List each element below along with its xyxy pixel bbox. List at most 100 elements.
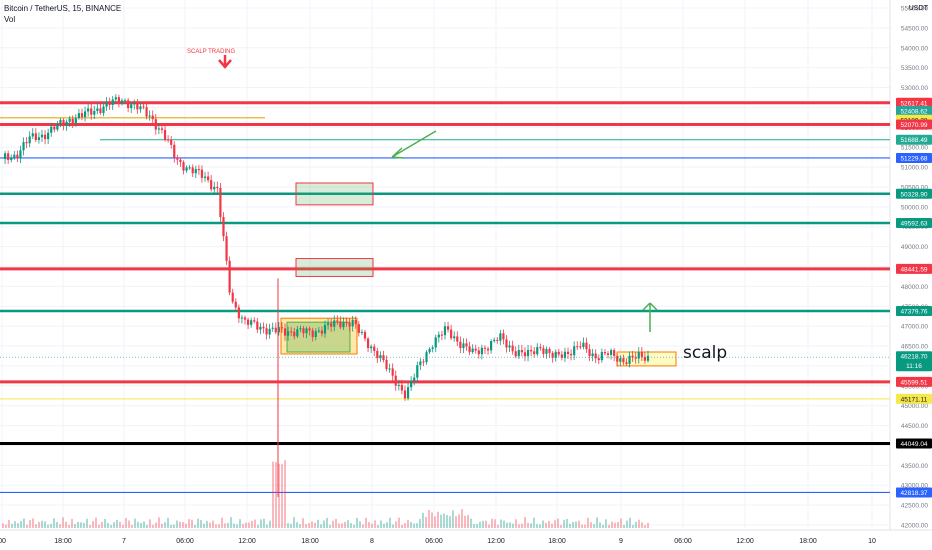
price-label: 42818.37 [900, 490, 927, 497]
volume-bar [413, 523, 415, 528]
candle-body [643, 356, 647, 361]
candle-body [600, 352, 603, 361]
candle-body [173, 144, 176, 158]
candle-body [96, 108, 99, 111]
green-arrow-down-left [391, 130, 437, 159]
volume-bar [287, 523, 289, 528]
candle-body [551, 352, 554, 358]
candle-body [339, 321, 342, 328]
candle-body [366, 338, 370, 349]
candle-body [302, 328, 305, 334]
candle-body [293, 331, 296, 337]
y-tick-label: 50000.00 [901, 204, 928, 211]
volume-bar [125, 517, 127, 528]
volume-bar [551, 523, 553, 528]
volume-bar [479, 521, 481, 528]
volume-bar [218, 524, 220, 528]
candle-body [256, 321, 259, 330]
volume-bar [437, 511, 439, 528]
y-tick-label: 47000.00 [901, 324, 928, 331]
price-label-bg [896, 106, 932, 117]
candle-body [468, 346, 471, 353]
candle-body [314, 331, 317, 338]
candle-body [619, 358, 622, 362]
candle-body [493, 339, 496, 342]
volume-bar [428, 510, 430, 528]
volume-bar [233, 523, 235, 528]
volume-bar [113, 522, 115, 528]
candle-body [265, 328, 268, 335]
candle-body [486, 348, 490, 351]
candle-body [222, 217, 225, 237]
volume-bar [440, 514, 442, 528]
candle-body [311, 330, 314, 338]
volume-bar [407, 520, 409, 528]
candle-body [634, 357, 637, 359]
volume-bar [38, 521, 40, 528]
volume-bar [446, 515, 448, 528]
volume-bar [158, 517, 160, 528]
x-tick-label: 10 [868, 538, 876, 545]
volume-bar [32, 518, 34, 528]
volume-bar [410, 522, 412, 528]
candle-body [246, 319, 250, 325]
volume-bar [332, 520, 334, 528]
volume-bar [500, 519, 502, 528]
volume-bar [197, 518, 199, 528]
candle-body [554, 351, 557, 358]
candle-body [480, 347, 483, 355]
volume-bar [404, 523, 406, 528]
candle-body [410, 380, 413, 388]
candle-body [631, 355, 634, 358]
volume-bar [542, 520, 544, 528]
volume-bar [635, 521, 637, 528]
candle-body [65, 121, 68, 126]
y-tick-label: 53500.00 [901, 65, 928, 72]
price-label: 45599.51 [900, 379, 927, 386]
volume-bar [92, 521, 94, 528]
volume-bar [206, 520, 208, 528]
volume-bar [308, 523, 310, 528]
candle-body [47, 132, 50, 140]
candle-body [219, 188, 222, 218]
volume-bar [641, 522, 643, 528]
volume-bar [632, 524, 634, 528]
candle-body [560, 354, 563, 358]
candle-body [305, 328, 308, 334]
volume-bar [62, 517, 64, 528]
candle-body [603, 352, 607, 354]
candle-body [569, 353, 573, 356]
volume-bar [563, 519, 565, 528]
target-box-upper [295, 182, 374, 206]
candle-body [323, 324, 327, 334]
candle-body [50, 126, 53, 133]
volume-bar [290, 523, 292, 528]
candle-body [74, 118, 77, 124]
candle-body [71, 118, 74, 124]
candle-body [523, 352, 527, 357]
volume-bar [401, 524, 403, 528]
candle-body [443, 326, 447, 336]
candle-body [397, 384, 400, 386]
x-tick-label: 06:00 [425, 538, 443, 545]
candle-body [13, 154, 16, 158]
candle-body [625, 362, 628, 364]
volume-bar [470, 518, 472, 528]
green-arrow-up [642, 302, 658, 332]
price-label-bg [896, 97, 932, 108]
volume-bar [536, 524, 538, 528]
candle-body [243, 317, 247, 320]
volume-bar [326, 517, 328, 528]
annotation-scalp: scalp [683, 343, 727, 363]
volume-bar [26, 524, 28, 528]
volume-bar [83, 522, 85, 528]
candle-body [216, 186, 219, 189]
volume-bar [173, 524, 175, 528]
candle-body [440, 334, 443, 336]
candle-body [456, 336, 459, 342]
candle-body [271, 327, 274, 329]
volume-bar [329, 524, 331, 528]
volume-bar [647, 522, 649, 528]
price-label: 47379.76 [900, 309, 927, 316]
